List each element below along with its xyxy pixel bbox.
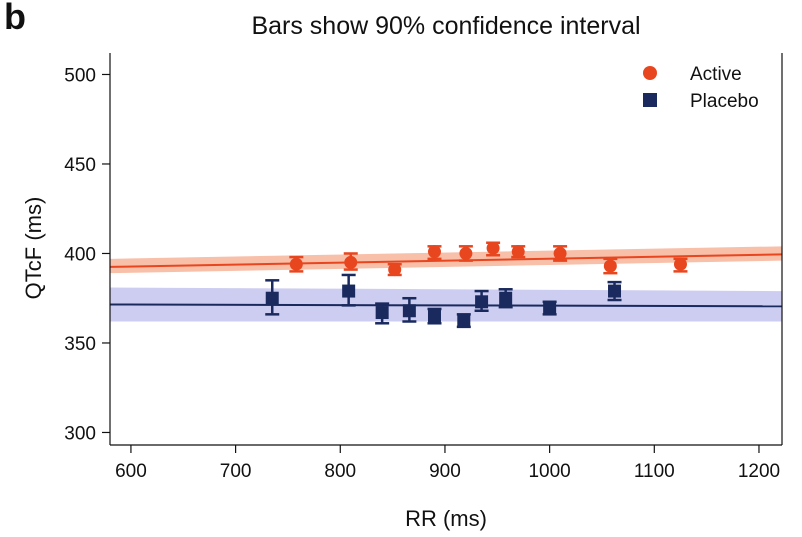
placebo-marker — [375, 306, 389, 320]
legend: Active Placebo — [643, 64, 759, 112]
active-point-7 — [511, 245, 526, 259]
legend-marker-active — [643, 66, 657, 80]
active-marker — [459, 246, 473, 260]
placebo-point-7 — [474, 289, 489, 313]
confidence-bands — [110, 246, 782, 322]
active-marker — [289, 257, 303, 271]
placebo-point-5 — [427, 307, 442, 325]
placebo-marker — [475, 295, 489, 309]
y-tick-label: 350 — [64, 334, 96, 355]
placebo-point-6 — [456, 313, 471, 329]
active-marker — [427, 245, 441, 259]
x-tick-label: 1200 — [738, 461, 780, 482]
axes: 300 350 400 450 500 600 700 800 900 1000 1100 1200 — [64, 53, 783, 482]
x-tick-label: 700 — [220, 461, 252, 482]
active-marker — [344, 255, 358, 269]
active-marker — [388, 263, 402, 277]
legend-label-active: Active — [690, 64, 742, 85]
y-tick-label: 450 — [64, 155, 96, 176]
x-tick-label: 1000 — [528, 461, 570, 482]
placebo-marker — [457, 314, 471, 328]
fit-lines — [109, 253, 783, 308]
placebo-marker — [342, 284, 356, 298]
data-points — [265, 241, 688, 329]
placebo-marker — [427, 309, 441, 323]
placebo-marker — [499, 291, 513, 305]
x-tick-label: 900 — [429, 461, 461, 482]
x-axis-label: RR (ms) — [405, 506, 487, 531]
placebo-point-4 — [402, 296, 417, 323]
placebo-point-1 — [265, 279, 280, 316]
x-tick-label: 600 — [115, 461, 147, 482]
y-tick-label: 500 — [64, 65, 96, 86]
placebo-point-9 — [542, 300, 557, 316]
placebo-point-3 — [375, 302, 390, 325]
x-tick-label: 800 — [324, 461, 356, 482]
active-point-8 — [553, 245, 568, 262]
placebo-point-10 — [607, 280, 622, 302]
active-point-6 — [486, 241, 501, 257]
placebo-point-2 — [341, 273, 356, 307]
placebo-marker — [608, 284, 622, 298]
active-fit-line — [109, 253, 783, 268]
active-point-3 — [387, 262, 402, 277]
active-marker — [511, 245, 525, 259]
active-point-1 — [289, 255, 304, 273]
placebo-marker — [402, 304, 416, 318]
placebo-fit-line — [109, 303, 783, 308]
placebo-point-8 — [498, 288, 513, 309]
panel-label: b — [4, 0, 26, 37]
chart-title: Bars show 90% confidence interval — [251, 12, 641, 40]
legend-marker-placebo — [643, 93, 657, 107]
y-tick-label: 300 — [64, 423, 96, 444]
active-marker — [486, 241, 500, 255]
legend-label-placebo: Placebo — [690, 91, 759, 112]
active-marker — [603, 259, 617, 273]
legend-item-active: Active — [643, 64, 742, 85]
active-point-4 — [427, 245, 442, 261]
x-tick-label: 1100 — [634, 461, 675, 482]
placebo-marker — [265, 291, 279, 305]
active-point-9 — [603, 257, 618, 275]
active-point-5 — [458, 245, 473, 262]
active-marker — [553, 246, 567, 260]
active-point-10 — [673, 257, 688, 273]
placebo-marker — [543, 300, 557, 314]
y-tick-label: 400 — [64, 244, 96, 265]
active-marker — [673, 257, 687, 271]
active-point-2 — [343, 252, 358, 271]
legend-item-placebo: Placebo — [643, 91, 759, 112]
